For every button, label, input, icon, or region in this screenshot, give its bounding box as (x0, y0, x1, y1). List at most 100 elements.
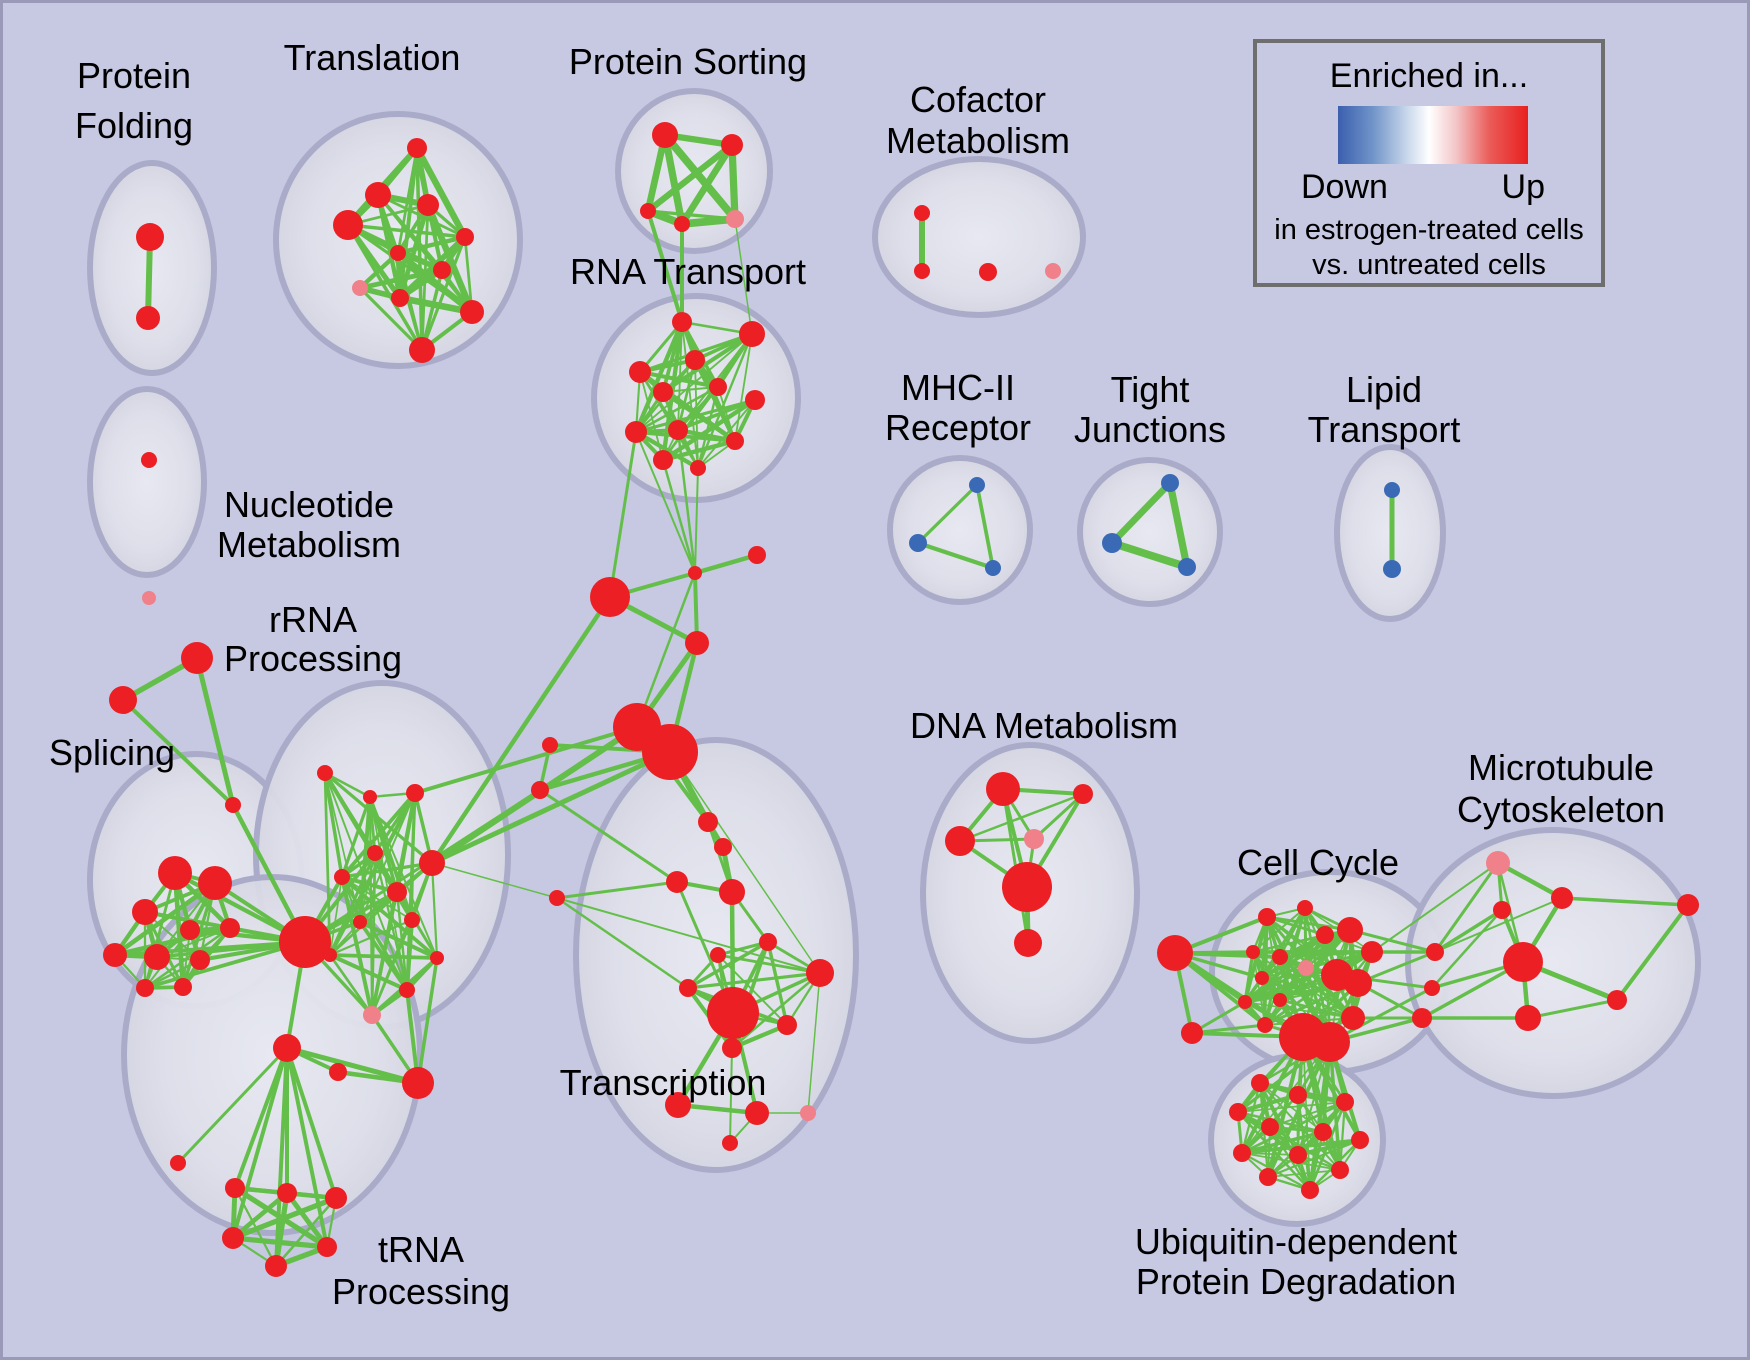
node-D4[interactable] (1024, 829, 1044, 849)
node-CC15[interactable] (1341, 1006, 1365, 1030)
node-R5[interactable] (709, 378, 727, 396)
node-SP7[interactable] (144, 944, 170, 970)
node-MT5[interactable] (1607, 990, 1627, 1010)
node-T7[interactable] (433, 261, 451, 279)
node-R7[interactable] (745, 390, 765, 410)
node-C2[interactable] (688, 566, 702, 580)
node-TR7[interactable] (710, 947, 726, 963)
node-T6[interactable] (390, 245, 406, 261)
node-T1[interactable] (407, 138, 427, 158)
node-N1[interactable] (141, 452, 157, 468)
node-TR11[interactable] (722, 1038, 742, 1058)
node-TN0[interactable] (329, 1063, 347, 1081)
node-CCHL[interactable] (1157, 935, 1193, 971)
node-RR7[interactable] (387, 882, 407, 902)
node-D1[interactable] (986, 772, 1020, 806)
node-BN3[interactable] (549, 890, 565, 906)
node-D6[interactable] (1014, 929, 1042, 957)
node-C1[interactable] (590, 577, 630, 617)
node-RR12[interactable] (363, 1006, 381, 1024)
node-R12[interactable] (690, 460, 706, 476)
node-SP5[interactable] (220, 918, 240, 938)
node-SP2[interactable] (198, 866, 232, 900)
node-PS1[interactable] (652, 122, 678, 148)
node-TN5[interactable] (317, 1237, 337, 1257)
node-CCG2[interactable] (1310, 1022, 1350, 1062)
node-CC2[interactable] (1297, 900, 1313, 916)
node-TN4[interactable] (222, 1227, 244, 1249)
node-TR1[interactable] (698, 812, 718, 832)
node-T10[interactable] (460, 300, 484, 324)
node-SP3[interactable] (132, 899, 158, 925)
node-SP9[interactable] (136, 979, 154, 997)
node-L2[interactable] (1383, 560, 1401, 578)
node-TR13[interactable] (745, 1101, 769, 1125)
node-S3[interactable] (225, 797, 241, 813)
node-R11[interactable] (653, 450, 673, 470)
node-M3[interactable] (985, 560, 1001, 576)
node-CB1[interactable] (1426, 943, 1444, 961)
node-CC10[interactable] (1273, 993, 1287, 1007)
node-CF2[interactable] (914, 263, 930, 279)
node-T9[interactable] (391, 289, 409, 307)
node-N2[interactable] (142, 591, 156, 605)
node-RR11[interactable] (430, 951, 444, 965)
node-CC1[interactable] (1258, 908, 1276, 926)
node-TR14[interactable] (800, 1105, 816, 1121)
node-R1[interactable] (672, 312, 692, 332)
node-D2[interactable] (1073, 784, 1093, 804)
node-U10[interactable] (1331, 1161, 1349, 1179)
node-PS4[interactable] (674, 216, 690, 232)
node-SP8[interactable] (190, 950, 210, 970)
node-MT2[interactable] (1551, 887, 1573, 909)
node-C4[interactable] (685, 631, 709, 655)
node-R8[interactable] (625, 421, 647, 443)
node-RR10[interactable] (399, 982, 415, 998)
node-RR13[interactable] (323, 948, 337, 962)
node-CC3[interactable] (1246, 945, 1260, 959)
node-PF2[interactable] (136, 306, 160, 330)
node-MT3[interactable] (1493, 901, 1511, 919)
node-RR8[interactable] (404, 912, 420, 928)
node-TR10[interactable] (777, 1015, 797, 1035)
node-CF3[interactable] (979, 263, 997, 281)
node-MT6[interactable] (1515, 1005, 1541, 1031)
node-TN3[interactable] (325, 1187, 347, 1209)
node-THub[interactable] (273, 1034, 301, 1062)
node-MT1[interactable] (1486, 851, 1510, 875)
node-BN2[interactable] (531, 781, 549, 799)
node-R10[interactable] (726, 432, 744, 450)
node-CC9[interactable] (1238, 995, 1252, 1009)
node-RR1[interactable] (317, 765, 333, 781)
node-SP4[interactable] (180, 920, 200, 940)
node-TR5[interactable] (759, 933, 777, 951)
node-TR15[interactable] (722, 1135, 738, 1151)
node-C3[interactable] (748, 546, 766, 564)
node-U9[interactable] (1289, 1146, 1307, 1164)
node-SP10[interactable] (174, 978, 192, 996)
node-T8[interactable] (352, 280, 368, 296)
node-CCS[interactable] (1181, 1022, 1203, 1044)
node-U1[interactable] (1251, 1074, 1269, 1092)
node-RR3[interactable] (406, 784, 424, 802)
node-J3[interactable] (1178, 558, 1196, 576)
node-T11[interactable] (409, 337, 435, 363)
node-U5[interactable] (1261, 1118, 1279, 1136)
node-CF4[interactable] (1045, 263, 1061, 279)
node-U11[interactable] (1259, 1168, 1277, 1186)
node-S2[interactable] (109, 686, 137, 714)
node-TN2[interactable] (277, 1183, 297, 1203)
node-RR14[interactable] (402, 1067, 434, 1099)
node-R6[interactable] (653, 382, 673, 402)
node-TR6[interactable] (806, 959, 834, 987)
node-M2[interactable] (909, 534, 927, 552)
node-T3[interactable] (417, 194, 439, 216)
node-R3[interactable] (629, 361, 651, 383)
node-CB3[interactable] (1412, 1008, 1432, 1028)
node-M1[interactable] (969, 477, 985, 493)
node-U3[interactable] (1336, 1093, 1354, 1111)
node-U7[interactable] (1351, 1131, 1369, 1149)
node-CB2[interactable] (1424, 980, 1440, 996)
node-CC7[interactable] (1298, 960, 1314, 976)
node-CC5[interactable] (1316, 926, 1334, 944)
